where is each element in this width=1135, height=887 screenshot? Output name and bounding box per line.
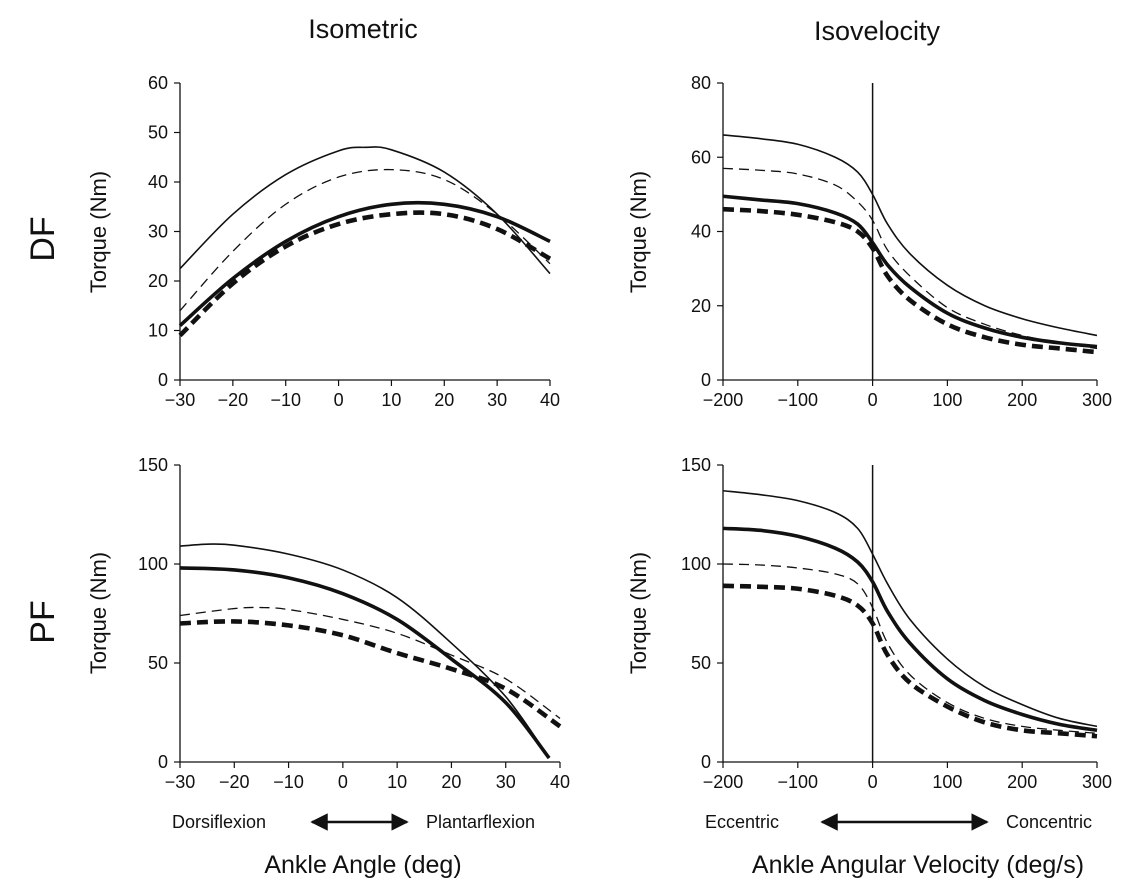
series-line-thin-dashed	[179, 606, 561, 719]
series-line-thick-solid	[178, 200, 551, 327]
x-tick-label: 200	[1007, 390, 1037, 410]
x-tick-label: −30	[165, 390, 196, 410]
x-tick-label: −200	[703, 390, 744, 410]
x-axis-title-ankle-angle: Ankle Angle (deg)	[264, 851, 461, 879]
chart-pf-isometric: −30 −20 −10 0 10 20 30 40 0 50 100 150 Torque (Nm)	[86, 455, 570, 792]
series-line-thick-solid	[179, 566, 551, 760]
series-line-thin-solid	[179, 543, 550, 759]
x-tick-label: 30	[487, 390, 507, 410]
chart-df-isovelocity: −200 −100 0 100 200 300 0 20 40 60 80 Torque (Nm)	[626, 73, 1112, 410]
y-tick-label: 60	[691, 147, 711, 167]
y-axis-label: Torque (Nm)	[86, 171, 111, 293]
x-tick-label: 40	[550, 772, 570, 792]
series-line-thick-solid	[722, 526, 1098, 733]
x-tick-label: 40	[540, 390, 560, 410]
direction-label-plantarflexion: Plantarflexion	[426, 812, 535, 832]
x-tick-label: −20	[219, 772, 250, 792]
series-line-thick-dashed	[722, 583, 1098, 739]
x-tick-label: 300	[1082, 390, 1112, 410]
y-tick-label: 150	[138, 455, 168, 475]
x-tick-label: −100	[778, 772, 819, 792]
series-line-thin-solid	[179, 146, 551, 275]
x-tick-label: −10	[270, 390, 301, 410]
direction-label-eccentric: Eccentric	[705, 812, 779, 832]
x-tick-label: 30	[496, 772, 516, 792]
y-axis-label: Torque (Nm)	[626, 552, 651, 674]
y-tick-label: 100	[138, 554, 168, 574]
x-tick-label: 0	[334, 390, 344, 410]
y-tick-label: 100	[681, 554, 711, 574]
y-tick-label: 0	[158, 370, 168, 390]
y-tick-label: 10	[148, 321, 168, 341]
x-tick-label: 20	[434, 390, 454, 410]
y-tick-label: 20	[691, 296, 711, 316]
y-tick-label: 50	[691, 653, 711, 673]
series-line-thick-dashed	[722, 206, 1098, 355]
x-tick-label: −100	[778, 390, 819, 410]
series-line-thick-solid	[722, 194, 1098, 349]
y-tick-label: 150	[681, 455, 711, 475]
row-title-pf: PF	[24, 600, 62, 643]
series-line-thin-dashed	[179, 168, 551, 312]
series-line-thin-solid	[722, 489, 1098, 728]
y-tick-label: 40	[691, 222, 711, 242]
chart-pf-isovelocity: −200 −100 0 100 200 300 0 50 100 150 Torque (Nm)	[626, 455, 1112, 792]
x-tick-label: 100	[932, 390, 962, 410]
x-tick-label: 300	[1082, 772, 1112, 792]
x-tick-label: 10	[387, 772, 407, 792]
direction-label-concentric: Concentric	[1006, 812, 1092, 832]
y-axis-label: Torque (Nm)	[626, 171, 651, 293]
row-title-df: DF	[24, 216, 62, 261]
x-tick-label: 0	[868, 772, 878, 792]
x-axis-title-ankle-angular-velocity: Ankle Angular Velocity (deg/s)	[752, 851, 1084, 879]
y-tick-label: 30	[148, 222, 168, 242]
y-tick-label: 0	[701, 370, 711, 390]
y-tick-label: 60	[148, 73, 168, 93]
x-tick-label: −20	[218, 390, 249, 410]
y-tick-label: 80	[691, 73, 711, 93]
x-tick-label: 100	[932, 772, 962, 792]
series-line-thin-dashed	[722, 563, 1098, 734]
x-tick-label: 0	[338, 772, 348, 792]
direction-label-dorsiflexion: Dorsiflexion	[172, 812, 266, 832]
x-tick-label: −10	[273, 772, 304, 792]
series-line-thin-solid	[722, 134, 1098, 337]
x-tick-label: 20	[441, 772, 461, 792]
chart-df-isometric: −30 −20 −10 0 10 20 30 40 0 10 20 30 40 50 60 Torque (N…	[86, 73, 560, 410]
series-line-thin-dashed	[722, 167, 1098, 350]
y-tick-label: 0	[701, 752, 711, 772]
series-line-thick-dashed	[179, 619, 562, 729]
y-tick-label: 50	[148, 123, 168, 143]
x-tick-label: 200	[1007, 772, 1037, 792]
y-tick-label: 20	[148, 271, 168, 291]
y-axis-label: Torque (Nm)	[86, 552, 111, 674]
y-tick-label: 0	[158, 752, 168, 772]
x-tick-label: 10	[381, 390, 401, 410]
column-title-isovelocity: Isovelocity	[814, 16, 941, 46]
y-tick-label: 50	[148, 653, 168, 673]
x-tick-label: 0	[868, 390, 878, 410]
series-line-thick-dashed	[178, 210, 552, 338]
x-tick-label: −200	[703, 772, 744, 792]
x-tick-label: −30	[165, 772, 196, 792]
y-tick-label: 40	[148, 172, 168, 192]
column-title-isometric: Isometric	[308, 14, 418, 44]
